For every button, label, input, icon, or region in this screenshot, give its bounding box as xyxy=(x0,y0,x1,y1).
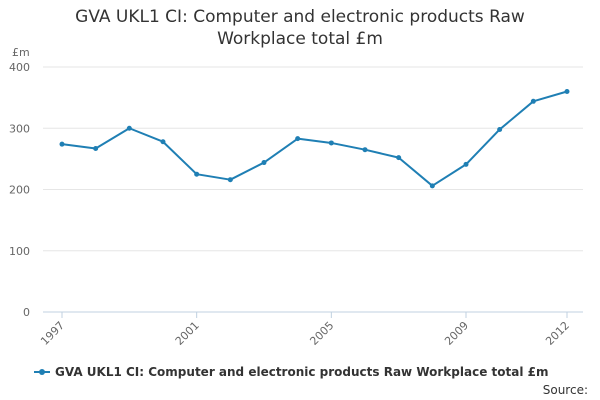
x-axis: 1997 2001 2005 2009 2012 xyxy=(38,311,583,348)
y-tick-label: 100 xyxy=(9,245,30,258)
legend[interactable]: GVA UKL1 CI: Computer and electronic pro… xyxy=(34,365,548,379)
data-point[interactable] xyxy=(261,160,267,166)
source-label: Source: xyxy=(542,383,588,397)
data-point[interactable] xyxy=(328,140,334,146)
data-point[interactable] xyxy=(396,155,402,161)
data-point[interactable] xyxy=(227,177,233,183)
chart-title-line-2: Workplace total £m xyxy=(217,29,383,49)
data-point[interactable] xyxy=(497,126,503,132)
data-point[interactable] xyxy=(463,161,469,167)
chart-title: GVA UKL1 CI: Computer and electronic pro… xyxy=(0,6,600,50)
chart-title-line-1: GVA UKL1 CI: Computer and electronic pro… xyxy=(75,7,525,27)
series-line xyxy=(61,90,568,187)
data-point[interactable] xyxy=(194,171,200,177)
x-tick-label: 2012 xyxy=(543,319,572,348)
x-tick-label: 1997 xyxy=(38,319,67,348)
y-tick-label: 400 xyxy=(9,61,30,74)
y-tick-label: 0 xyxy=(23,306,30,319)
series-layer xyxy=(59,89,570,189)
data-point[interactable] xyxy=(160,139,166,145)
data-point[interactable] xyxy=(362,147,368,153)
data-point[interactable] xyxy=(564,89,570,94)
x-tick-label: 2005 xyxy=(307,319,336,348)
y-unit-label: £m xyxy=(12,46,30,59)
gridlines xyxy=(43,66,583,313)
legend-label: GVA UKL1 CI: Computer and electronic pro… xyxy=(55,365,549,379)
x-tick-label: 2001 xyxy=(173,319,202,348)
legend-line-marker-icon xyxy=(34,366,50,378)
y-tick-label: 300 xyxy=(9,122,30,135)
data-point[interactable] xyxy=(59,141,65,147)
x-tick-label: 2009 xyxy=(442,319,471,348)
data-point[interactable] xyxy=(93,145,99,151)
y-tick-label: 200 xyxy=(9,184,30,197)
data-point[interactable] xyxy=(429,183,435,189)
data-point[interactable] xyxy=(126,125,132,131)
data-point[interactable] xyxy=(530,98,536,104)
data-point[interactable] xyxy=(295,136,301,142)
y-axis-ticks: 0 100 200 300 400 xyxy=(9,61,30,319)
